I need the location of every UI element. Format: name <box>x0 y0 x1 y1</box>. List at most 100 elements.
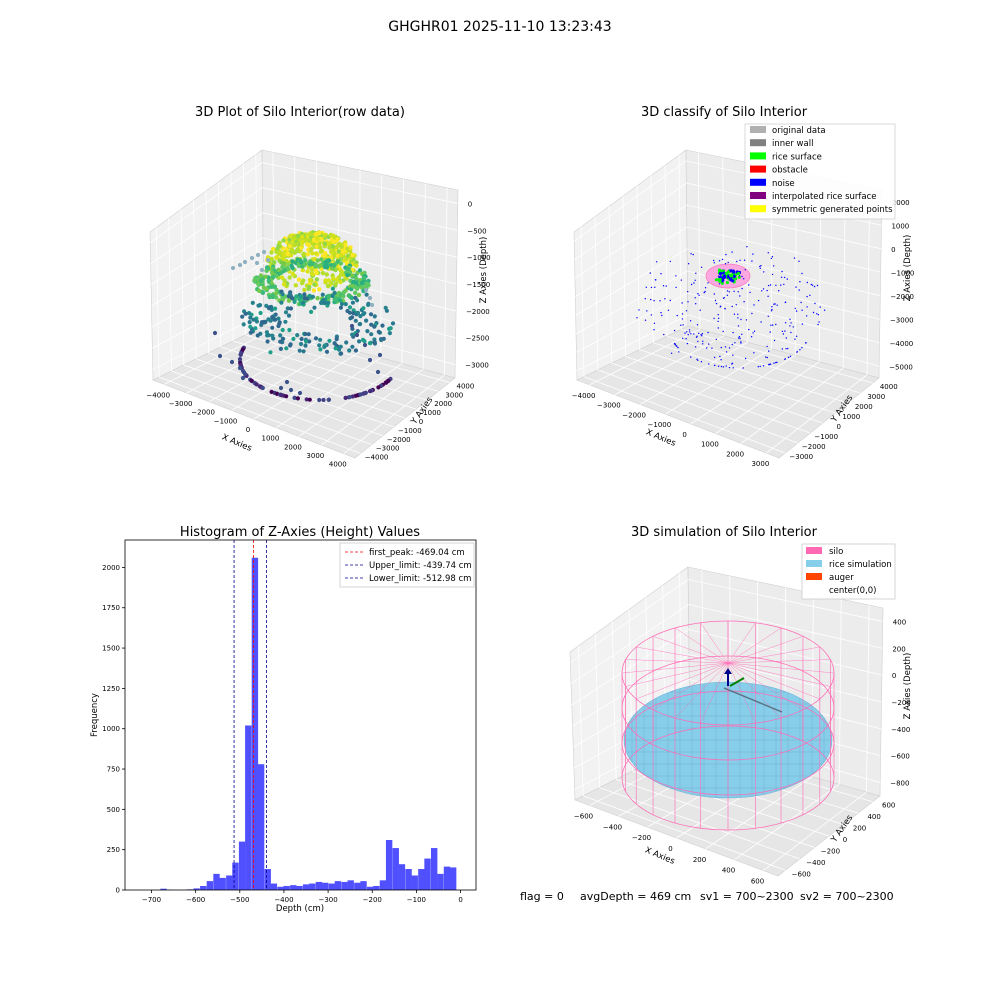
point <box>292 236 297 241</box>
point <box>299 336 304 342</box>
y-tick-label: −4000 <box>365 454 389 462</box>
grid-line <box>622 196 626 357</box>
point <box>266 306 272 311</box>
point <box>354 260 359 265</box>
histogram-bar <box>270 883 278 890</box>
point <box>816 284 819 287</box>
point <box>740 342 742 344</box>
point <box>697 293 699 295</box>
point <box>737 317 739 319</box>
point <box>771 256 774 258</box>
point <box>702 340 704 342</box>
point <box>741 275 743 278</box>
grid-line <box>245 334 439 392</box>
point <box>281 282 287 287</box>
point <box>241 322 246 327</box>
point <box>276 316 281 321</box>
point <box>315 236 320 242</box>
point <box>726 270 730 274</box>
z-tick-label: −1000 <box>891 269 915 277</box>
point <box>287 275 292 280</box>
x-tick-label: 1000 <box>701 441 719 449</box>
point <box>281 253 287 258</box>
point <box>330 276 336 281</box>
point <box>742 367 744 369</box>
legend-swatch <box>750 205 766 213</box>
point <box>722 330 724 333</box>
point <box>283 319 288 324</box>
point <box>744 357 747 360</box>
point <box>739 259 741 261</box>
histogram-bar <box>385 840 393 890</box>
panel4-legend: silo rice simulation auger center(0,0) <box>801 543 896 600</box>
point <box>307 397 312 402</box>
point <box>321 298 326 303</box>
point <box>772 324 774 326</box>
point <box>739 337 741 340</box>
histogram-bar <box>379 880 387 890</box>
point <box>698 332 700 335</box>
point <box>675 286 677 289</box>
point <box>264 286 269 292</box>
point <box>380 323 385 328</box>
grid-line <box>678 155 682 330</box>
z-tick-label: 200 <box>892 645 905 653</box>
point <box>304 397 309 402</box>
point <box>789 355 792 357</box>
point <box>721 281 724 283</box>
point <box>266 278 272 284</box>
point <box>678 351 680 353</box>
histogram-bar <box>411 875 418 890</box>
point <box>819 306 821 308</box>
point <box>661 314 663 317</box>
point <box>674 343 676 346</box>
silo-roof-line <box>674 627 729 664</box>
panel3-title: Histogram of Z-Axies (Height) Values <box>180 525 420 540</box>
point <box>318 347 323 352</box>
point <box>775 323 777 326</box>
panel2-legend-box <box>744 123 896 220</box>
point <box>818 321 820 323</box>
point <box>309 231 314 237</box>
point <box>303 343 308 348</box>
x-tick-label: −2000 <box>191 409 215 417</box>
point <box>769 331 771 333</box>
point <box>291 336 296 341</box>
point <box>728 269 731 271</box>
grid-line <box>220 346 417 410</box>
point <box>284 379 290 385</box>
point <box>307 238 312 243</box>
grid-line <box>766 374 868 454</box>
point <box>780 276 783 278</box>
point <box>256 303 261 308</box>
z-tick-label: −1500 <box>467 281 491 289</box>
footer-flag: flag = 0 <box>520 890 564 903</box>
point <box>300 268 305 273</box>
histogram-bar <box>334 881 342 890</box>
legend-label: original data <box>772 126 826 136</box>
point <box>354 276 359 281</box>
point <box>333 267 338 273</box>
y-tick-label: −1000 <box>814 433 838 441</box>
point <box>302 287 307 293</box>
point <box>773 265 775 267</box>
point <box>722 271 726 275</box>
grid-line <box>615 778 815 848</box>
legend-label: rice surface <box>772 152 822 162</box>
point <box>767 295 769 297</box>
y-tick-label: 3000 <box>867 393 885 401</box>
grid-line <box>650 175 654 343</box>
y-tick-label: −3000 <box>789 453 813 461</box>
point <box>279 392 284 398</box>
point <box>355 286 360 291</box>
point <box>800 301 802 304</box>
z-tick-label: −2500 <box>466 335 490 343</box>
grid-line <box>580 226 585 377</box>
point <box>274 287 279 293</box>
point <box>333 281 339 286</box>
silo-roof-line <box>700 622 729 664</box>
point <box>737 325 740 327</box>
point <box>247 320 252 325</box>
point <box>659 300 661 302</box>
